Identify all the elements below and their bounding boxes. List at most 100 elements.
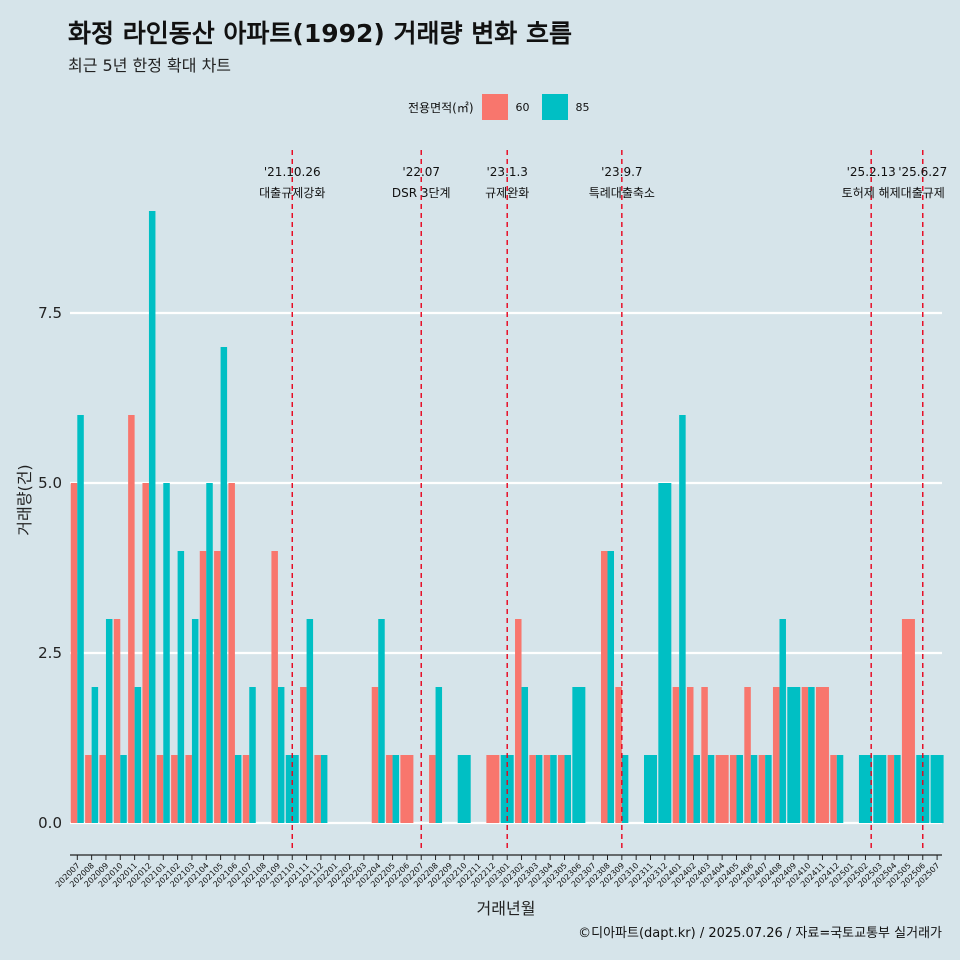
bar-85-202507 — [930, 755, 944, 823]
bar-60-202411 — [815, 687, 829, 823]
y-tick-label: 2.5 — [38, 644, 62, 662]
event-label-2: 규제완화 — [485, 186, 529, 200]
bar-85-202412 — [836, 755, 844, 823]
bar-85-202306 — [572, 687, 586, 823]
bar-85-202405 — [736, 755, 743, 823]
bar-85-202504 — [894, 755, 901, 823]
bar-85-202309 — [621, 755, 629, 823]
bar-60-202011 — [128, 415, 135, 823]
event-label-1: DSR 3단계 — [392, 186, 451, 200]
bar-60-202407 — [758, 755, 766, 823]
event-lines: '21.10.26 대출규제강화 '22.07 DSR 3단계 '23.1.3 규제완화 '… — [259, 150, 947, 848]
y-tick-label: 0.0 — [38, 814, 62, 832]
bar-85-202107 — [249, 687, 256, 823]
bar-85-202406 — [750, 755, 758, 823]
event-date-5: '25.6.27 — [898, 165, 947, 179]
bar-60-202402 — [686, 687, 694, 823]
legend: 전용면적(㎡) 60 85 — [408, 93, 602, 121]
bar-60-202401 — [672, 687, 680, 823]
bar-85-202101 — [163, 483, 170, 823]
event-label-3: 특례대출축소 — [589, 186, 655, 200]
bar-60-202103 — [185, 755, 192, 823]
event-label-0: 대출규제강화 — [259, 186, 325, 200]
bar-60-202208 — [429, 755, 436, 823]
event-label-4: 토허제 해제 — [842, 186, 901, 200]
bar-60-202107 — [242, 755, 250, 823]
bar-85-202112 — [320, 755, 328, 823]
y-tick-label: 5.0 — [38, 474, 62, 492]
bar-60-202302 — [515, 619, 522, 823]
bar-60-202102 — [171, 755, 178, 823]
event-date-4: '25.2.13 — [847, 165, 896, 179]
bar-60-202406 — [744, 687, 751, 823]
source-caption: ©디아파트(dapt.kr) / 2025.07.26 / 자료=국토교통부 실… — [578, 926, 942, 941]
bar-85-202103 — [191, 619, 199, 823]
bar-85-202303 — [535, 755, 543, 823]
bar-85-202210 — [457, 755, 471, 823]
bar-60-202305 — [558, 755, 565, 823]
bar-85-202111 — [306, 619, 314, 823]
bar-85-202407 — [765, 755, 772, 823]
bar-85-202311 — [644, 755, 657, 823]
event-date-1: '22.07 — [402, 165, 440, 179]
bar-60-202404 — [715, 755, 729, 823]
bar-60-202304 — [543, 755, 551, 823]
bar-60-202308 — [601, 551, 608, 823]
bar-85-202109 — [277, 687, 285, 823]
bar-60-202405 — [729, 755, 737, 823]
bar-60-202410 — [801, 687, 809, 823]
bar-85-202007 — [77, 415, 84, 823]
bar-85-202012 — [148, 211, 156, 823]
y-tick-label: 7.5 — [38, 304, 62, 322]
bar-85-202205 — [392, 755, 400, 823]
bar-60-202205 — [386, 755, 393, 823]
bar-60-202109 — [271, 551, 278, 823]
bar-85-202102 — [177, 551, 185, 823]
bar-60-202309 — [615, 687, 622, 823]
event-label-5: 대출규제 — [901, 186, 945, 200]
bar-60-202505 — [901, 619, 915, 823]
bar-60-202412 — [830, 755, 837, 823]
bar-85-202010 — [120, 755, 127, 823]
event-date-2: '23.1.3 — [486, 165, 527, 179]
bar-60-202007 — [70, 483, 78, 823]
bar-60-202504 — [887, 755, 895, 823]
bar-85-202302 — [521, 687, 529, 823]
bar-60-202408 — [772, 687, 780, 823]
bar-85-202009 — [105, 619, 113, 823]
bar-60-202104 — [199, 551, 207, 823]
bar-85-202008 — [91, 687, 99, 823]
bar-85-202408 — [779, 619, 786, 823]
chart-subtitle: 최근 5년 한정 확대 차트 — [68, 56, 232, 75]
bar-85-202402 — [693, 755, 700, 823]
bar-60-202010 — [113, 619, 121, 823]
legend-label-85: 85 — [575, 100, 590, 114]
bar-60-202101 — [156, 755, 164, 823]
bar-60-202012 — [142, 483, 149, 823]
x-axis-title: 거래년월 — [477, 899, 536, 918]
bar-85-202410 — [808, 687, 815, 823]
bar-60-202111 — [300, 687, 307, 823]
bar-60-202112 — [314, 755, 321, 823]
legend-title: 전용면적(㎡) — [408, 100, 474, 115]
bar-60-202009 — [99, 755, 106, 823]
bar-85-202308 — [607, 551, 615, 823]
bar-85-202304 — [550, 755, 557, 823]
bar-60-202105 — [214, 551, 221, 823]
bar-60-202106 — [228, 483, 235, 823]
bar-85-202502 — [858, 755, 872, 823]
bar-60-202303 — [529, 755, 536, 823]
legend-swatch-85 — [541, 94, 568, 120]
bar-60-202212 — [486, 755, 500, 823]
bar-85-202208 — [435, 687, 443, 823]
bar-85-202204 — [378, 619, 385, 823]
bar-85-202104 — [206, 483, 213, 823]
bar-85-202011 — [134, 687, 142, 823]
legend-swatch-60 — [481, 94, 508, 120]
bars — [70, 211, 944, 823]
bar-85-202312 — [658, 483, 672, 823]
event-date-0: '21.10.26 — [264, 165, 321, 179]
bar-85-202503 — [873, 755, 887, 823]
bar-85-202403 — [707, 755, 715, 823]
